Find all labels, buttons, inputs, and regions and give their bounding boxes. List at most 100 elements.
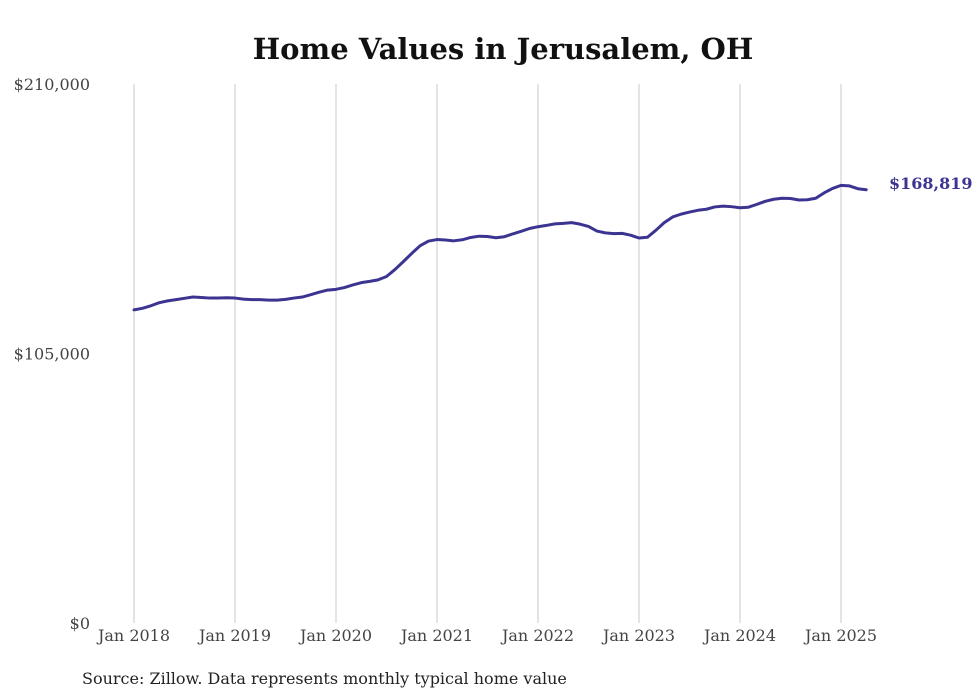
data-point-2023-09 (705, 208, 708, 211)
latest-value-label: $168,819 (889, 174, 973, 193)
data-point-2021-11 (520, 230, 523, 233)
data-point-2018-12 (225, 296, 228, 299)
x-tick-label: Jan 2021 (399, 626, 473, 645)
data-point-2020-10 (410, 252, 413, 255)
x-tick-label: Jan 2018 (96, 626, 170, 645)
data-point-2018-11 (217, 297, 220, 300)
data-point-2023-10 (713, 205, 716, 208)
source-note: Source: Zillow. Data represents monthly … (82, 669, 567, 688)
home-value-series-line (132, 183, 868, 312)
data-point-2020-03 (351, 283, 354, 286)
data-point-2021-01 (436, 238, 439, 241)
data-point-2018-02 (141, 307, 144, 310)
data-point-2019-06 (276, 299, 279, 302)
x-tick-label: Jan 2023 (601, 626, 675, 645)
data-point-2019-05 (267, 299, 270, 302)
x-tick-label: Jan 2022 (500, 626, 574, 645)
data-point-2020-05 (368, 280, 371, 283)
data-point-2023-08 (696, 209, 699, 212)
data-point-2019-09 (301, 296, 304, 299)
data-point-2024-02 (747, 206, 750, 209)
data-point-2022-07 (587, 225, 590, 228)
data-point-2022-03 (553, 222, 556, 225)
data-point-2019-02 (242, 298, 245, 301)
data-point-2020-07 (385, 275, 388, 278)
data-point-2021-04 (461, 238, 464, 241)
data-point-2020-08 (393, 268, 396, 271)
data-point-2022-04 (562, 222, 565, 225)
data-point-2024-03 (755, 203, 758, 206)
data-point-2018-07 (183, 297, 186, 300)
data-point-2022-06 (579, 223, 582, 226)
x-tick-label: Jan 2020 (298, 626, 372, 645)
data-point-2020-01 (335, 288, 338, 291)
data-point-2023-02 (646, 236, 649, 239)
data-point-2018-09 (200, 296, 203, 299)
data-point-2023-12 (730, 205, 733, 208)
data-point-2019-07 (284, 298, 287, 301)
data-point-2019-04 (259, 298, 262, 301)
data-point-2021-12 (528, 227, 531, 230)
x-axis-ticks: Jan 2018 Jan 2019 Jan 2020 Jan 2021 Jan 2022… (96, 626, 877, 645)
data-point-2023-05 (671, 215, 674, 218)
data-point-2023-01 (638, 237, 641, 240)
data-point-2018-01 (133, 308, 136, 311)
data-point-2018-03 (149, 304, 152, 307)
data-point-2022-08 (595, 230, 598, 233)
data-point-2018-08 (191, 296, 194, 299)
data-point-2022-01 (537, 225, 540, 228)
data-point-2024-07 (789, 197, 792, 200)
y-tick-label: $0 (70, 614, 90, 633)
data-point-2022-11 (621, 232, 624, 235)
data-point-2024-12 (831, 187, 834, 190)
data-point-2023-03 (654, 229, 657, 232)
data-point-2024-10 (814, 197, 817, 200)
x-tick-label: Jan 2025 (803, 626, 877, 645)
data-point-2024-04 (764, 200, 767, 203)
data-point-2021-05 (469, 236, 472, 239)
vertical-gridlines (133, 84, 842, 623)
data-point-2025-01 (840, 184, 843, 187)
data-point-2023-06 (680, 213, 683, 216)
data-point-2020-02 (343, 286, 346, 289)
data-point-2021-06 (478, 235, 481, 238)
data-point-2018-05 (166, 299, 169, 302)
data-point-2021-03 (452, 239, 455, 242)
data-point-2020-09 (402, 260, 405, 263)
data-point-2024-08 (797, 199, 800, 202)
data-point-2025-02 (848, 184, 851, 187)
data-point-2022-05 (570, 221, 573, 224)
data-point-2023-11 (722, 205, 725, 208)
data-point-2023-04 (663, 221, 666, 224)
y-tick-label: $210,000 (14, 75, 90, 94)
data-point-2025-03 (856, 187, 859, 190)
data-point-2024-05 (772, 198, 775, 201)
data-point-2018-04 (158, 301, 161, 304)
data-point-2022-10 (612, 232, 615, 235)
data-point-2021-09 (503, 235, 506, 238)
y-tick-label: $105,000 (14, 345, 90, 364)
data-point-2024-06 (781, 197, 784, 200)
data-point-2021-07 (486, 235, 489, 238)
data-point-2020-12 (427, 240, 430, 243)
data-point-2020-06 (377, 278, 380, 281)
data-point-2020-11 (419, 244, 422, 247)
data-point-2023-07 (688, 211, 691, 214)
data-point-2019-12 (326, 289, 329, 292)
data-point-2019-03 (250, 298, 253, 301)
x-tick-label: Jan 2024 (702, 626, 776, 645)
data-point-2019-08 (292, 297, 295, 300)
data-point-2018-06 (175, 298, 178, 301)
data-point-2020-04 (360, 281, 363, 284)
data-point-2022-09 (604, 231, 607, 234)
data-point-2021-10 (511, 232, 514, 235)
data-point-2021-08 (494, 236, 497, 239)
data-point-2019-01 (234, 297, 237, 300)
data-point-2019-11 (318, 291, 321, 294)
data-point-2025-04 (865, 188, 868, 191)
data-point-2022-02 (545, 224, 548, 227)
y-axis-ticks: $0 $105,000 $210,000 (14, 75, 90, 633)
data-point-2024-11 (823, 191, 826, 194)
x-tick-label: Jan 2019 (197, 626, 271, 645)
